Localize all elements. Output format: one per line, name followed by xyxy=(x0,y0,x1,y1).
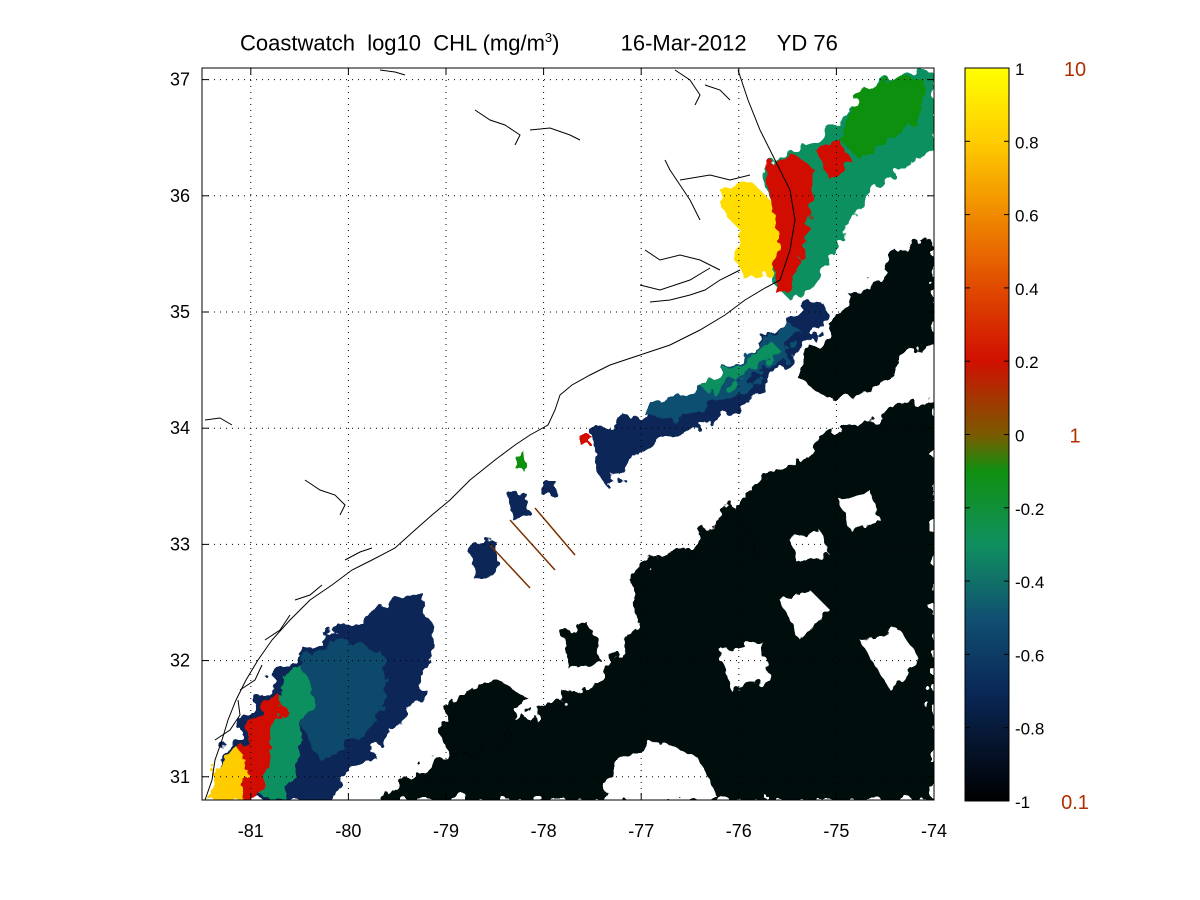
title-variable: log10 xyxy=(367,30,422,56)
map-title: Coastwatch log10 CHL (mg/m3) 16-Mar-2012… xyxy=(240,30,838,56)
colorbar-ticks: 1 0.8 0.6 0.4 0.2 0 -0.2 -0.4 -0.6 -0.8 -1 xyxy=(965,60,1044,812)
title-product: Coastwatch xyxy=(240,30,355,56)
graticule xyxy=(202,68,934,800)
colorbar-tick-label: 0.8 xyxy=(1015,133,1039,152)
coastline xyxy=(204,69,796,800)
colorbar-tick-label: -0.6 xyxy=(1015,646,1044,665)
title-units: (mg/m xyxy=(482,30,545,56)
lat-tick-label: 34 xyxy=(170,418,190,438)
colorbar-concentration-label: 10 xyxy=(1064,59,1086,81)
title-yearday: YD 76 xyxy=(776,30,838,56)
colorbar-tick-label: -0.8 xyxy=(1015,720,1044,739)
lon-tick-label: -75 xyxy=(823,821,849,841)
title-field: CHL xyxy=(433,30,477,56)
lat-tick-label: 36 xyxy=(170,186,190,206)
axis-ticks: -81 -80 -79 -78 -77 -76 -75 -74 31 32 33 34 35 36 37 xyxy=(170,68,947,841)
south-plume xyxy=(208,590,435,800)
lat-tick-label: 31 xyxy=(170,767,190,787)
cloud-gaps xyxy=(600,490,920,800)
lat-tick-label: 37 xyxy=(170,70,190,90)
lon-tick-label: -77 xyxy=(628,821,654,841)
mid-plume xyxy=(590,300,830,490)
colorbar xyxy=(964,67,1010,802)
title-units-exponent: 3 xyxy=(544,30,553,45)
colorbar-concentration-label: 1 xyxy=(1069,426,1080,448)
lon-tick-label: -80 xyxy=(335,821,361,841)
colorbar-tick-label: 0.6 xyxy=(1015,207,1039,226)
colorbar-secondary-labels: 10 1 0.1 xyxy=(1061,59,1089,814)
colorbar-tick-label: -0.4 xyxy=(1015,573,1044,592)
lon-tick-label: -78 xyxy=(531,821,557,841)
lat-tick-label: 35 xyxy=(170,302,190,322)
lat-tick-label: 33 xyxy=(170,534,190,554)
lon-tick-label: -79 xyxy=(433,821,459,841)
colorbar-tick-label: -1 xyxy=(1015,793,1030,812)
colorbar-tick-label: 0 xyxy=(1015,427,1024,446)
title-units-close: ) xyxy=(552,30,560,56)
lon-tick-label: -74 xyxy=(921,821,947,841)
lon-tick-label: -76 xyxy=(726,821,752,841)
colorbar-tick-label: 0.4 xyxy=(1015,280,1039,299)
colorbar-tick-label: 1 xyxy=(1015,60,1024,79)
track-lines xyxy=(489,507,576,589)
colorbar-concentration-label: 0.1 xyxy=(1061,792,1089,814)
low-chl-offshore xyxy=(380,240,934,800)
small-patches xyxy=(470,434,590,580)
north-plume xyxy=(720,70,934,300)
map-frame xyxy=(201,67,935,801)
colorbar-tick-label: 0.2 xyxy=(1015,353,1039,372)
lat-tick-label: 32 xyxy=(170,651,190,671)
colorbar-tick-label: -0.2 xyxy=(1015,500,1044,519)
chlorophyll-field xyxy=(202,68,934,800)
title-date: 16-Mar-2012 xyxy=(620,30,747,56)
lon-tick-label: -81 xyxy=(238,821,264,841)
